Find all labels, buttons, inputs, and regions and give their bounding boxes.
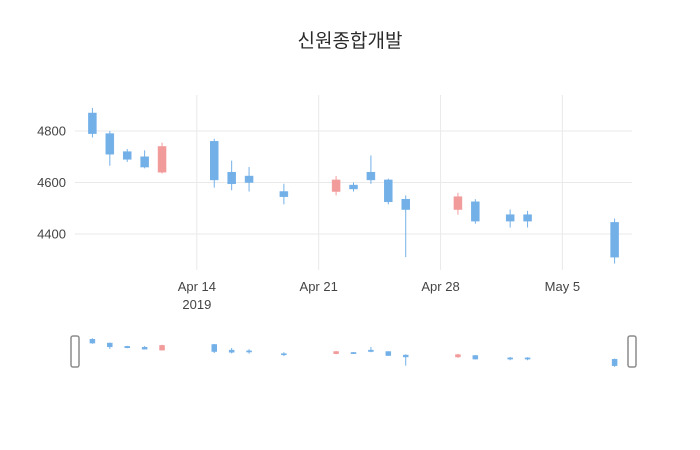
candle-2019-04-22[interactable]: [331, 176, 341, 196]
y-tick-label: 4600: [37, 175, 66, 190]
x-axis: Apr 14 2019 Apr 21 Apr 28 May 5: [178, 279, 580, 312]
x-tick-label: May 5: [545, 279, 580, 294]
candle-2019-04-12[interactable]: [157, 142, 167, 174]
candle-2019-04-09[interactable]: [105, 131, 115, 166]
candle-2019-04-22: [333, 350, 339, 355]
candle-2019-04-23: [350, 352, 357, 354]
candles-layer: [88, 107, 619, 264]
range-slider-mini-chart: [89, 338, 618, 367]
candle-2019-04-11: [141, 346, 148, 350]
x-tick-label: Apr 21: [300, 279, 338, 294]
candle-2019-04-15: [211, 344, 217, 353]
candle-2019-04-11[interactable]: [140, 150, 149, 169]
candle-2019-04-25[interactable]: [384, 178, 393, 205]
y-tick-label: 4800: [37, 124, 66, 139]
candle-2019-04-24[interactable]: [366, 155, 376, 184]
candle-2019-04-30[interactable]: [471, 199, 480, 224]
candle-2019-04-19: [281, 352, 287, 356]
candle-2019-04-26[interactable]: [401, 195, 410, 258]
candle-2019-05-08[interactable]: [610, 218, 619, 264]
candle-2019-04-17[interactable]: [244, 167, 254, 192]
candle-2019-04-29[interactable]: [453, 192, 463, 215]
candle-2019-04-15[interactable]: [210, 138, 219, 188]
x-tick-label: Apr 14: [178, 279, 216, 294]
candle-2019-05-02[interactable]: [505, 209, 515, 228]
range-slider-handle-left[interactable]: [70, 335, 80, 368]
y-axis: 4400 4600 4800: [37, 124, 66, 242]
candle-2019-04-12: [159, 344, 165, 351]
candle-2019-04-16[interactable]: [227, 160, 236, 191]
chart-title: 신원종합개발: [298, 30, 403, 52]
candle-2019-04-08: [89, 338, 96, 344]
candle-2019-04-08[interactable]: [88, 107, 97, 138]
plot-drag-area[interactable]: [75, 95, 632, 270]
candle-2019-04-25: [385, 351, 392, 356]
candle-2019-05-02: [507, 356, 513, 361]
x-tick-year-label: 2019: [182, 297, 211, 312]
range-slider[interactable]: [70, 332, 637, 372]
grid-layer: [75, 95, 632, 270]
candle-2019-05-03: [524, 357, 531, 361]
candle-2019-04-09: [107, 342, 113, 349]
candle-2019-04-16: [228, 348, 235, 354]
candle-2019-04-10: [124, 345, 130, 349]
y-tick-label: 4400: [37, 226, 66, 241]
range-slider-handles[interactable]: [70, 335, 637, 368]
candle-2019-04-29: [455, 353, 461, 358]
candle-2019-05-08: [611, 358, 618, 367]
candle-2019-04-10[interactable]: [122, 149, 132, 162]
candle-2019-04-24: [368, 347, 374, 353]
candle-2019-04-23[interactable]: [349, 182, 358, 192]
candle-2019-05-03[interactable]: [523, 210, 532, 228]
range-slider-handle-right[interactable]: [627, 335, 637, 368]
x-tick-label: Apr 28: [421, 279, 459, 294]
candle-2019-04-19[interactable]: [279, 183, 289, 205]
candle-2019-04-17: [246, 349, 252, 354]
candle-2019-04-30: [472, 355, 479, 360]
candle-2019-04-26: [402, 354, 409, 366]
